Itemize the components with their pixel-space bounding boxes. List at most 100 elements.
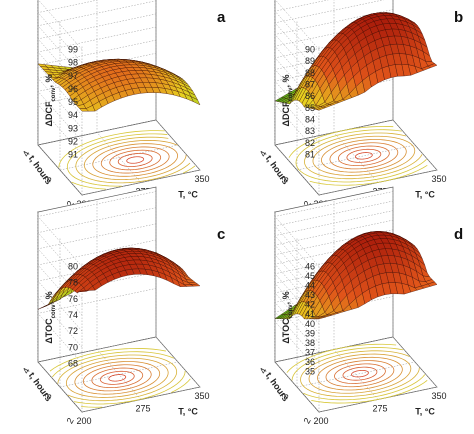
- z-tick-label: 36: [305, 357, 315, 367]
- x-axis-label: T, °C: [415, 190, 435, 200]
- contour-line: [308, 353, 412, 394]
- panel-b: 81828384858687888990200275350234T, °Ct, …: [258, 0, 463, 209]
- x-axis-label: T, °C: [178, 407, 198, 417]
- z-tick-label: 82: [305, 138, 315, 148]
- contour-line: [83, 140, 187, 180]
- panel-letter: b: [454, 9, 463, 26]
- contour-line: [65, 357, 169, 398]
- z-tick-label: 93: [68, 123, 78, 133]
- contour-line: [309, 164, 428, 186]
- contour-line: [182, 165, 196, 174]
- panel-letter: a: [217, 9, 226, 26]
- panel-a: 919293949596979899200275350234T, °Ct, ho…: [21, 0, 226, 209]
- contour-line: [109, 149, 162, 171]
- x-tick-label: 200: [313, 416, 328, 426]
- surface-cell: [427, 63, 438, 68]
- z-axis-label: ΔTOCconv, %: [44, 291, 57, 343]
- contour-line: [334, 363, 386, 384]
- contour-line: [99, 370, 135, 385]
- z-tick-label: 72: [68, 326, 78, 336]
- z-tick-label: 43: [305, 290, 315, 300]
- contour-line: [81, 406, 103, 408]
- z-tick-label: 78: [68, 278, 78, 288]
- z-tick-label: 41: [305, 309, 315, 319]
- contour-line: [74, 361, 161, 395]
- z-axis-label-main: ΔDCF: [44, 101, 54, 126]
- z-axis-label-unit: , %: [44, 75, 54, 88]
- y-tick-label: 2: [65, 199, 76, 208]
- z-tick-label: 84: [305, 115, 315, 125]
- contour-line: [92, 143, 179, 177]
- response-surface: [37, 58, 201, 112]
- contour-line: [351, 370, 369, 378]
- z-tick-label: 42: [305, 300, 315, 310]
- z-tick-label: 38: [305, 338, 315, 348]
- z-axis-label: ΔDCFconv, %: [281, 75, 294, 127]
- response-surface: [37, 247, 201, 310]
- z-axis-label-main: ΔTOC: [281, 318, 291, 344]
- z-tick-label: 70: [68, 342, 78, 352]
- z-axis-label-main: ΔTOC: [44, 318, 54, 344]
- contour-line: [71, 181, 106, 190]
- contour-line: [325, 360, 395, 388]
- z-tick-label: 88: [305, 68, 315, 78]
- z-axis-label-main: ΔDCF: [281, 101, 291, 126]
- contour-line: [117, 153, 153, 167]
- z-axis-label-unit: , %: [281, 291, 291, 304]
- y-tick-label: 2: [65, 416, 76, 425]
- contour-line: [108, 374, 127, 382]
- z-axis-label-sub: conv: [51, 304, 57, 319]
- z-tick-label: 87: [305, 80, 315, 90]
- z-tick-label: 45: [305, 271, 315, 281]
- z-tick-label: 85: [305, 103, 315, 113]
- z-tick-label: 99: [68, 45, 78, 55]
- z-tick-label: 89: [305, 56, 315, 66]
- z-tick-label: 83: [305, 126, 315, 136]
- surface-cell: [190, 96, 201, 106]
- contour-line: [286, 343, 397, 373]
- z-tick-label: 39: [305, 328, 315, 338]
- contour-line: [303, 374, 426, 401]
- contour-line: [311, 380, 428, 404]
- contour-line: [312, 135, 416, 176]
- z-tick-label: 76: [68, 294, 78, 304]
- z-tick-label: 44: [305, 281, 315, 291]
- x-tick-label: 350: [194, 391, 209, 401]
- contour-line: [100, 146, 170, 174]
- floor-contours: [58, 130, 196, 190]
- contour-line: [288, 126, 394, 158]
- contour-line: [66, 133, 168, 187]
- z-tick-label: 97: [68, 71, 78, 81]
- contour-line: [170, 378, 191, 393]
- z-axis-label-sub: conv: [51, 87, 57, 102]
- z-tick-label: 98: [68, 58, 78, 68]
- x-tick-label: 350: [431, 391, 446, 401]
- y-tick-label: 3: [280, 391, 291, 400]
- response-surface: [274, 231, 438, 320]
- z-tick-label: 96: [68, 84, 78, 94]
- contour-line: [73, 371, 186, 405]
- surface-cell: [190, 283, 201, 287]
- y-tick-label: 4: [258, 149, 269, 158]
- x-axis-label: T, °C: [415, 407, 435, 417]
- x-tick-label: 350: [194, 174, 209, 184]
- floor-contours: [286, 343, 428, 404]
- contour-line: [291, 347, 404, 381]
- contour-line: [321, 139, 407, 173]
- floor-contours: [288, 126, 428, 186]
- z-axis-label: ΔDCFconv, %: [44, 75, 57, 127]
- surface-cell: [427, 281, 438, 287]
- contour-line: [67, 365, 178, 402]
- z-tick-label: 68: [68, 358, 78, 368]
- contour-line: [126, 156, 145, 164]
- x-axis-label: T, °C: [178, 190, 198, 200]
- y-tick-label: 3: [43, 391, 54, 400]
- y-tick-label: 4: [258, 366, 269, 375]
- z-tick-label: 90: [305, 45, 315, 55]
- contour-line: [300, 350, 420, 397]
- contour-line: [304, 132, 423, 180]
- contour-line: [82, 364, 152, 392]
